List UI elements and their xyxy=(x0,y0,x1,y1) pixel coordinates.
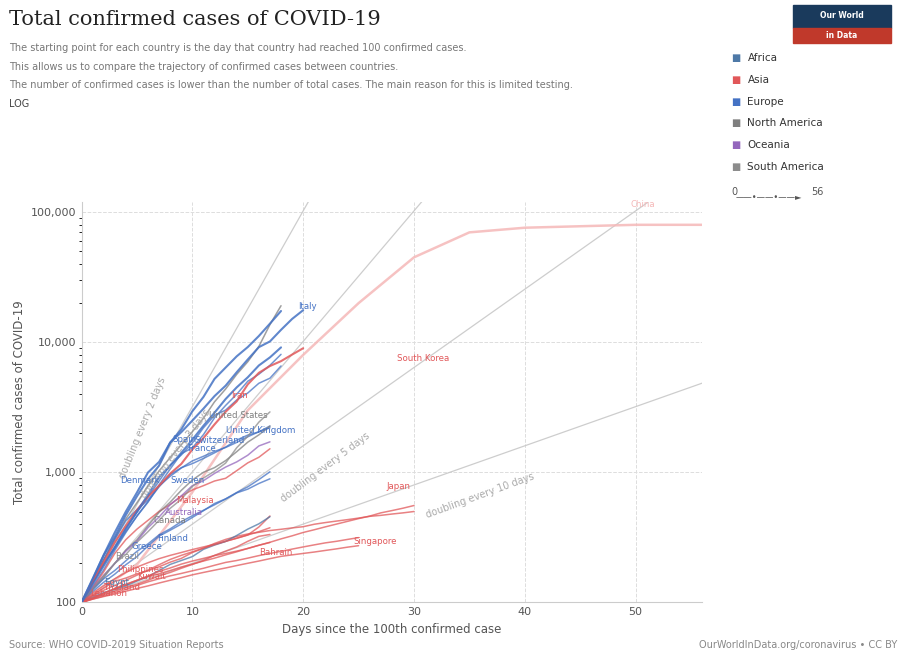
Text: Finland: Finland xyxy=(157,534,188,543)
Text: 0: 0 xyxy=(731,187,737,197)
Text: ■: ■ xyxy=(731,97,740,107)
Text: Japan: Japan xyxy=(386,482,410,491)
Text: Italy: Italy xyxy=(298,301,316,310)
Text: North America: North America xyxy=(747,118,823,128)
Text: Source: WHO COVID-2019 Situation Reports: Source: WHO COVID-2019 Situation Reports xyxy=(9,640,224,650)
Text: doubling every 3 days: doubling every 3 days xyxy=(140,407,212,500)
Bar xyxy=(793,28,891,43)
Text: Sweden: Sweden xyxy=(170,476,205,485)
Text: Brazil: Brazil xyxy=(115,552,139,561)
Text: Oceania: Oceania xyxy=(747,140,790,150)
Text: South Korea: South Korea xyxy=(398,354,449,363)
Text: doubling every 5 days: doubling every 5 days xyxy=(279,430,371,504)
Text: Lebanon: Lebanon xyxy=(91,589,128,598)
Text: doubling every 10 days: doubling every 10 days xyxy=(425,471,536,520)
Text: The number of confirmed cases is lower than the number of total cases. The main : The number of confirmed cases is lower t… xyxy=(9,80,573,90)
Text: doubling every 2 days: doubling every 2 days xyxy=(118,375,168,480)
Text: ■: ■ xyxy=(731,53,740,63)
Y-axis label: Total confirmed cases of COVID-19: Total confirmed cases of COVID-19 xyxy=(13,301,25,504)
Text: Canada: Canada xyxy=(154,516,187,524)
Bar xyxy=(793,5,891,28)
Text: ■: ■ xyxy=(731,118,740,128)
Text: Bahrain: Bahrain xyxy=(259,548,293,557)
Text: Australia: Australia xyxy=(165,508,203,517)
Text: Total confirmed cases of COVID-19: Total confirmed cases of COVID-19 xyxy=(9,10,381,29)
Text: Singapore: Singapore xyxy=(353,537,397,545)
Text: Egypt: Egypt xyxy=(103,578,129,587)
Text: OurWorldInData.org/coronavirus • CC BY: OurWorldInData.org/coronavirus • CC BY xyxy=(699,640,897,650)
Text: South America: South America xyxy=(747,162,824,172)
Text: This allows us to compare the trajectory of confirmed cases between countries.: This allows us to compare the trajectory… xyxy=(9,62,399,71)
Text: LOG: LOG xyxy=(9,99,29,109)
Text: United Kingdom: United Kingdom xyxy=(226,426,295,435)
Text: Greece: Greece xyxy=(131,542,162,551)
Text: France: France xyxy=(187,444,216,453)
Text: Kuwait: Kuwait xyxy=(137,572,166,581)
Text: ■: ■ xyxy=(731,75,740,85)
Text: ——•——•——►: ——•——•——► xyxy=(736,193,802,202)
Text: Spain: Spain xyxy=(172,435,197,444)
Text: in Data: in Data xyxy=(826,31,857,40)
Text: Philippines: Philippines xyxy=(117,565,163,575)
Text: Malaysia: Malaysia xyxy=(176,496,214,504)
Text: Denmark: Denmark xyxy=(120,476,160,485)
Text: China: China xyxy=(630,200,655,209)
Text: The starting point for each country is the day that country had reached 100 conf: The starting point for each country is t… xyxy=(9,43,467,53)
Text: ■: ■ xyxy=(731,162,740,172)
Text: 56: 56 xyxy=(811,187,824,197)
Text: Europe: Europe xyxy=(747,97,784,107)
Text: Our World: Our World xyxy=(820,11,863,20)
Text: Asia: Asia xyxy=(747,75,769,85)
Text: Africa: Africa xyxy=(747,53,777,63)
Text: United States: United States xyxy=(209,410,267,420)
Text: Switzerland: Switzerland xyxy=(195,436,245,446)
Text: Iran: Iran xyxy=(231,391,248,400)
Text: ■: ■ xyxy=(731,140,740,150)
X-axis label: Days since the 100th confirmed case: Days since the 100th confirmed case xyxy=(282,623,502,636)
Text: Thailand: Thailand xyxy=(103,583,140,592)
